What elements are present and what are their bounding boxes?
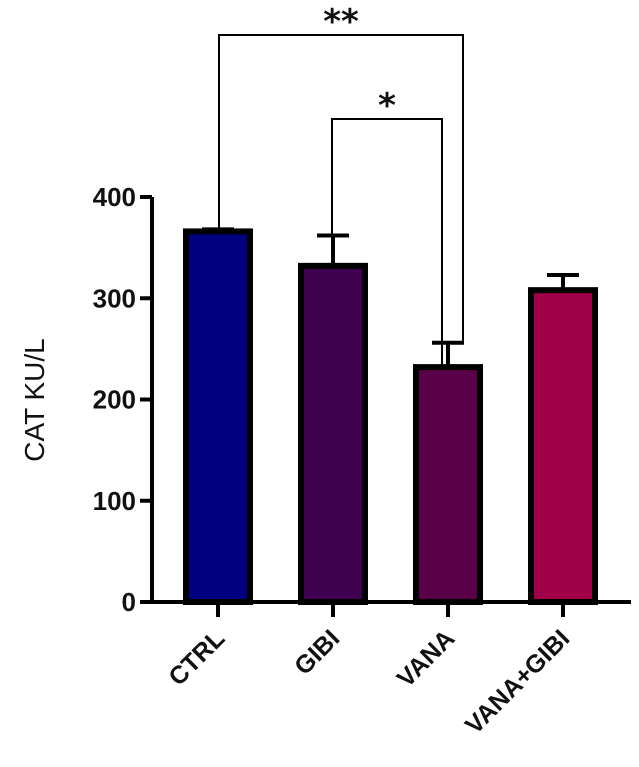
significance-brackets: *** <box>218 2 464 367</box>
x-tick-label: VANA+GIBI <box>460 624 575 739</box>
bar-vana-gibi <box>528 287 598 605</box>
bars <box>183 227 598 606</box>
significance-label: * <box>378 86 396 126</box>
bar-vana <box>413 364 483 605</box>
y-tick-label: 400 <box>93 182 136 212</box>
x-tick-label: GIBI <box>289 624 345 680</box>
significance-bracket <box>331 118 443 367</box>
y-tick-label: 0 <box>122 587 136 617</box>
significance-bracket <box>218 34 464 342</box>
y-ticks: 0 100 200 300 400 <box>93 182 152 617</box>
y-axis-title: CAT KU/L <box>19 338 50 461</box>
bar-ctrl <box>183 228 253 606</box>
y-tick-label: 300 <box>93 283 136 313</box>
x-tick-label: CTRL <box>163 624 230 691</box>
x-ticks: CTRL GIBI VANA VANA+GIBI <box>163 602 575 740</box>
x-tick-label: VANA <box>392 624 461 693</box>
y-tick-label: 200 <box>93 385 136 415</box>
bar-gibi <box>298 262 368 605</box>
y-tick-label: 100 <box>93 486 136 516</box>
significance-label: ** <box>323 2 359 42</box>
